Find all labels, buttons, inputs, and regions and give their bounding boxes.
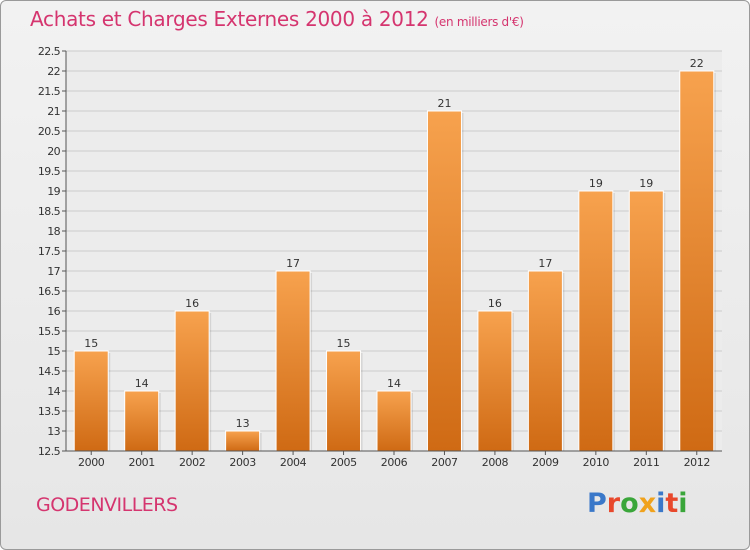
bar	[477, 310, 513, 452]
bar	[527, 270, 563, 452]
y-tick-label: 14.5	[38, 365, 61, 378]
data-label: 17	[286, 257, 300, 270]
bar	[326, 350, 362, 452]
bar	[578, 190, 614, 452]
x-tick-label: 2000	[78, 456, 105, 469]
x-tick-label: 2004	[280, 456, 307, 469]
data-label: 19	[589, 177, 603, 190]
x-tick-label: 2009	[532, 456, 559, 469]
data-label: 13	[236, 417, 250, 430]
data-label: 19	[639, 177, 653, 190]
x-tick-label: 2007	[431, 456, 458, 469]
data-label: 15	[337, 337, 351, 350]
y-tick-label: 16	[47, 305, 60, 318]
y-tick-label: 18	[47, 225, 60, 238]
y-tick-label: 21.5	[38, 85, 61, 98]
y-tick-label: 21	[47, 105, 60, 118]
brand-letter: i	[678, 488, 688, 519]
brand-letter: P	[587, 488, 607, 519]
data-label: 16	[488, 297, 502, 310]
bar	[225, 430, 261, 452]
x-tick-label: 2010	[583, 456, 610, 469]
bar	[679, 70, 715, 452]
brand-letter: t	[665, 488, 679, 519]
y-tick-label: 19.5	[38, 165, 61, 178]
y-tick-label: 16.5	[38, 285, 61, 298]
y-tick-label: 22	[47, 65, 60, 78]
x-tick-label: 2008	[482, 456, 509, 469]
place-name: GODENVILLERS	[36, 494, 178, 516]
proxiti-logo[interactable]: Proxiti	[587, 488, 688, 519]
bars	[73, 70, 716, 452]
bar	[275, 270, 311, 452]
y-tick-label: 17.5	[38, 245, 61, 258]
brand-letter: o	[620, 488, 639, 519]
x-tick-label: 2005	[330, 456, 357, 469]
bar	[124, 390, 160, 452]
y-tick-label: 22.5	[38, 45, 61, 58]
title-unit: (en milliers d'€)	[434, 15, 524, 29]
y-tick-label: 13.5	[38, 405, 61, 418]
y-tick-label: 20.5	[38, 125, 61, 138]
y-tick-label: 15	[47, 345, 60, 358]
y-tick-label: 15.5	[38, 325, 61, 338]
data-label: 16	[185, 297, 199, 310]
bar	[426, 110, 462, 452]
brand-letter: i	[656, 488, 666, 519]
title-text: Achats et Charges Externes 2000 à 2012	[30, 7, 429, 31]
y-tick-label: 13	[47, 425, 60, 438]
y-tick-label: 14	[47, 385, 60, 398]
y-tick-label: 20	[47, 145, 60, 158]
x-tick-label: 2011	[633, 456, 659, 469]
chart-title: Achats et Charges Externes 2000 à 2012 (e…	[30, 7, 524, 31]
y-tick-label: 17	[47, 265, 60, 278]
data-label: 14	[387, 377, 401, 390]
bar	[73, 350, 109, 452]
data-label: 14	[135, 377, 149, 390]
data-label: 15	[84, 337, 98, 350]
x-tick-label: 2003	[229, 456, 256, 469]
axes: 12.5 13 13.5 14 14.5 15 15.5 16 16.5 17 17.5 18 18.5…	[38, 45, 722, 469]
bar	[628, 190, 664, 452]
x-tick-label: 2001	[128, 456, 154, 469]
y-tick-label: 12.5	[38, 445, 61, 458]
data-labels: 15 14 16 13 17 15 14 21 16 17 19 19 22	[84, 57, 704, 430]
x-tick-label: 2006	[381, 456, 408, 469]
x-tick-label: 2012	[684, 456, 710, 469]
brand-letter: x	[638, 488, 657, 519]
y-tick-label: 19	[47, 185, 60, 198]
data-label: 17	[538, 257, 552, 270]
y-tick-label: 18.5	[38, 205, 61, 218]
bar	[376, 390, 412, 452]
data-label: 22	[690, 57, 704, 70]
x-tick-label: 2002	[179, 456, 205, 469]
brand-letter: r	[606, 488, 621, 519]
bar	[174, 310, 210, 452]
data-label: 21	[437, 97, 451, 110]
